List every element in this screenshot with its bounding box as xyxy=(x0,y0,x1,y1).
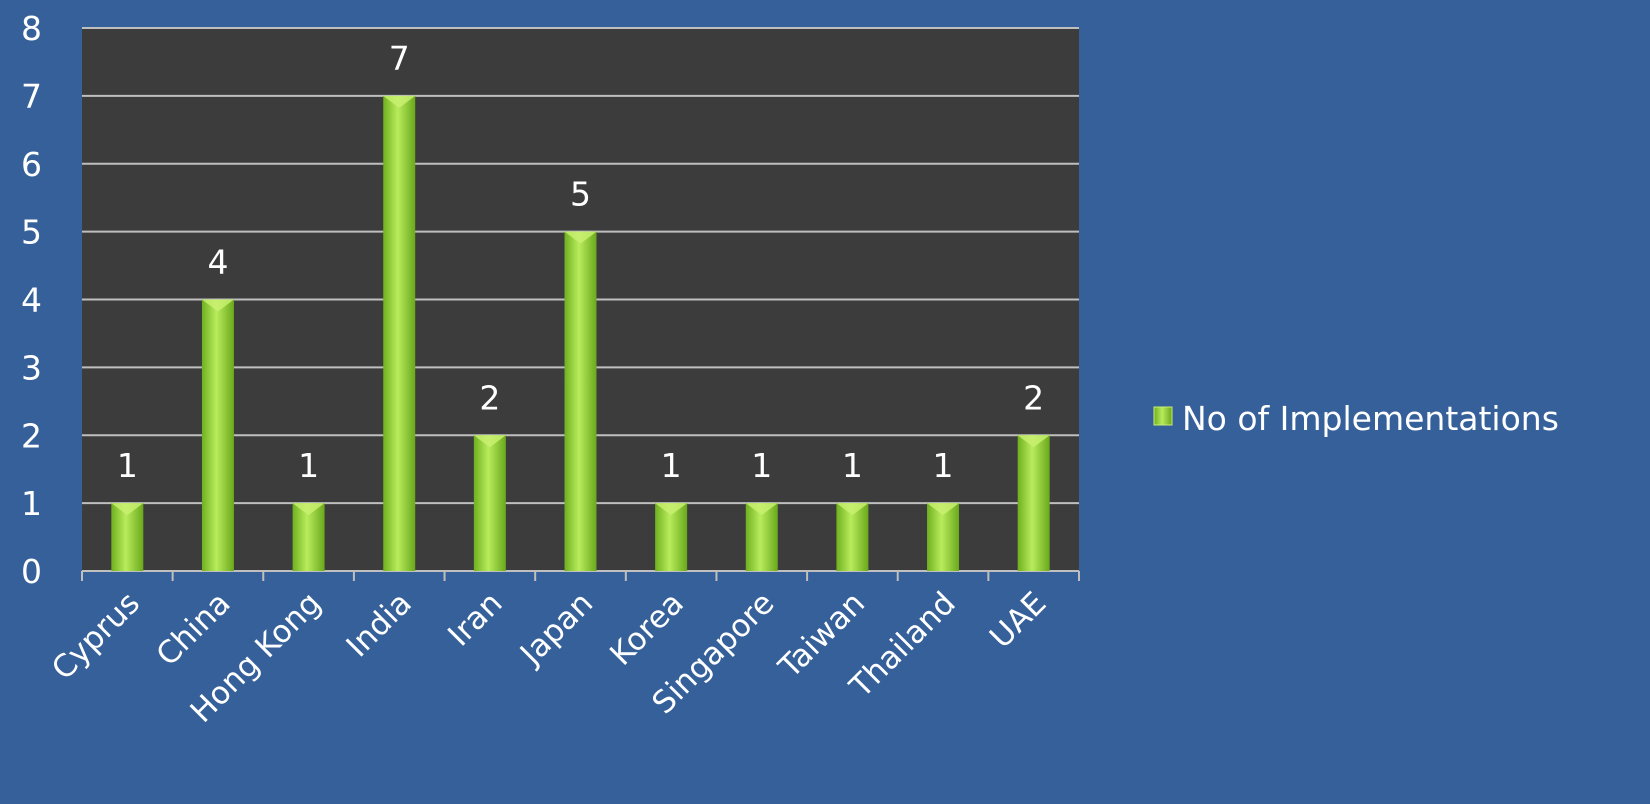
legend: No of Implementations xyxy=(1153,399,1559,438)
data-label: 1 xyxy=(842,446,863,485)
y-tick-label: 5 xyxy=(21,213,42,252)
bar-bevel xyxy=(927,503,960,516)
bar-bevel xyxy=(292,503,325,516)
bar xyxy=(201,299,234,571)
x-tick-label: Japan xyxy=(512,585,600,673)
x-tick-label: Iran xyxy=(441,585,509,653)
y-tick-label: 4 xyxy=(21,281,42,320)
y-tick-label: 6 xyxy=(21,145,42,184)
data-labels: 1 4 1 7 2 5 1 1 1 1 2 xyxy=(117,39,1044,485)
bar xyxy=(383,95,416,571)
y-tick-label: 7 xyxy=(21,77,42,116)
bar xyxy=(564,231,597,571)
x-tick-label: UAE xyxy=(983,585,1053,655)
bar xyxy=(1017,435,1050,571)
y-tick-label: 8 xyxy=(21,9,42,48)
legend-swatch xyxy=(1153,406,1173,426)
bar-bevel xyxy=(655,503,688,516)
x-tick-label: China xyxy=(150,585,238,673)
bar-bevel xyxy=(383,95,416,108)
data-label: 1 xyxy=(298,446,319,485)
x-tick-label: Korea xyxy=(603,585,691,673)
bar-bevel xyxy=(473,435,506,448)
bar-bevel xyxy=(745,503,778,516)
legend-label: No of Implementations xyxy=(1182,399,1559,438)
data-label: 2 xyxy=(479,378,500,417)
y-tick-label: 1 xyxy=(21,484,42,523)
bar-bevel xyxy=(564,231,597,244)
data-label: 1 xyxy=(933,446,954,485)
data-label: 4 xyxy=(207,243,228,282)
x-tick-label: India xyxy=(340,585,419,664)
data-label: 5 xyxy=(570,175,591,214)
bar-bevel xyxy=(1017,435,1050,448)
bars xyxy=(111,95,1050,571)
data-label: 2 xyxy=(1023,378,1044,417)
data-label: 1 xyxy=(661,446,682,485)
data-label: 1 xyxy=(117,446,138,485)
data-label: 7 xyxy=(389,39,410,78)
bar-bevel xyxy=(111,503,144,516)
bar xyxy=(473,435,506,571)
x-tick-label: Cyprus xyxy=(45,585,147,687)
bar-bevel xyxy=(201,299,234,312)
y-tick-label: 2 xyxy=(21,416,42,455)
bar-bevel xyxy=(836,503,869,516)
data-label: 1 xyxy=(751,446,772,485)
y-tick-label: 3 xyxy=(21,348,42,387)
y-tick-label: 0 xyxy=(21,552,42,591)
